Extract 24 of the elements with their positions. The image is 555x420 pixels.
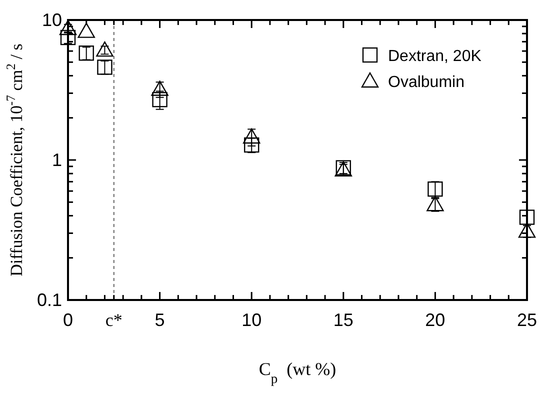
y-tick-label: 1 [52,150,62,170]
x-tick-label: 0 [62,310,74,330]
point [78,22,95,38]
point [243,128,260,144]
x-tick-label: 5 [154,310,165,330]
point [97,60,112,75]
x-tick-label: 25 [516,310,538,330]
x-axis-title: C$_{p}$ (wt %) [258,359,336,386]
y-tick-label: 0.1 [36,290,62,310]
legend-label: Dextran, 20K [388,48,482,65]
point [60,30,76,46]
point [518,222,536,238]
x-tick-label: 15 [333,310,354,330]
legend-label: Ovalbumin [388,74,464,91]
x-tick-label: c* [105,310,122,330]
point [519,210,535,225]
point [244,137,260,153]
x-tick-label: 10 [242,310,262,330]
y-tick-label: 10 [42,10,62,30]
point [96,41,114,57]
point [151,80,168,96]
point [78,46,94,61]
x-tick-label: 20 [425,310,446,330]
point [152,92,168,108]
